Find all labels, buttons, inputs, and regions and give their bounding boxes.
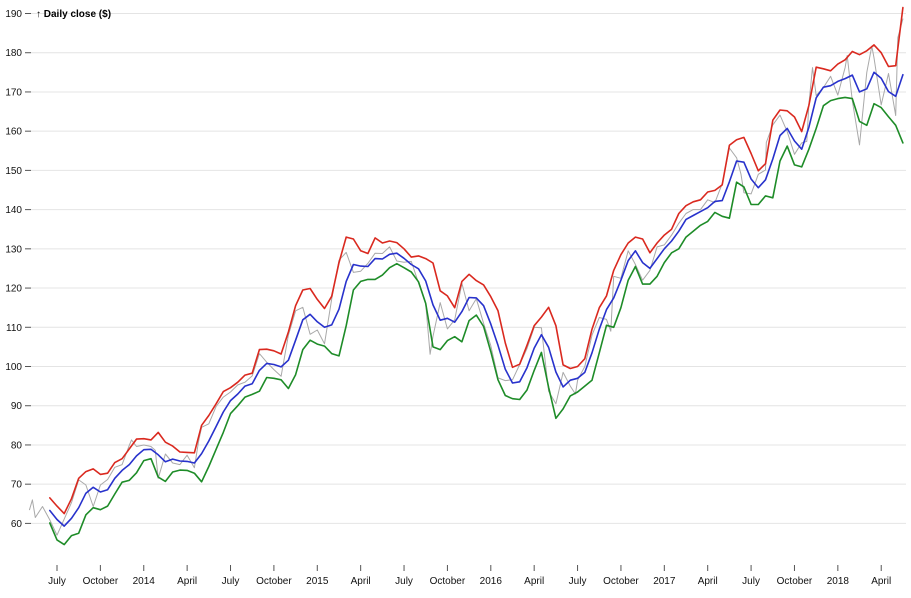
x-tick-label: 2014 <box>133 576 156 587</box>
middle-band-line <box>48 71 904 527</box>
y-tick-label: 170 <box>5 87 22 98</box>
x-tick-label: April <box>871 576 891 587</box>
x-tick-label: October <box>83 576 119 587</box>
y-axis-title: ↑ Daily close ($) <box>36 9 111 20</box>
x-tick-label: July <box>222 576 240 587</box>
x-tick-label: October <box>777 576 813 587</box>
x-tick-label: July <box>742 576 760 587</box>
x-tick-label: April <box>524 576 544 587</box>
y-axis: 60 70 80 90 100 110 120 130 140 150 160 170 180 190 <box>5 9 31 530</box>
series-lines <box>29 6 904 546</box>
x-tick-label: 2016 <box>480 576 503 587</box>
y-gridlines <box>31 13 906 524</box>
x-tick-label: 2017 <box>653 576 676 587</box>
y-tick-label: 130 <box>5 244 22 255</box>
x-tick-label: July <box>395 576 413 587</box>
y-tick-label: 190 <box>5 9 22 20</box>
y-tick-label: 180 <box>5 48 22 59</box>
x-tick-label: October <box>430 576 466 587</box>
lower-band-line <box>48 96 904 546</box>
y-tick-label: 100 <box>5 362 22 373</box>
x-tick-label: July <box>48 576 66 587</box>
y-tick-label: 110 <box>6 323 22 334</box>
y-tick-label: 70 <box>11 480 23 491</box>
y-tick-label: 60 <box>11 519 23 530</box>
x-tick-label: April <box>698 576 718 587</box>
y-tick-label: 160 <box>5 127 22 138</box>
x-tick-label: October <box>256 576 292 587</box>
upper-band-line <box>48 6 904 515</box>
x-tick-label: 2015 <box>306 576 329 587</box>
y-tick-label: 120 <box>5 284 22 295</box>
y-tick-label: 90 <box>11 401 23 412</box>
x-tick-label: July <box>569 576 587 587</box>
y-tick-label: 150 <box>5 166 22 177</box>
x-tick-label: 2018 <box>827 576 850 587</box>
x-axis: July October 2014 April July October 2015 April… <box>48 565 891 587</box>
daily-close-line <box>29 18 904 536</box>
y-tick-label: 140 <box>5 205 22 216</box>
x-tick-label: October <box>603 576 639 587</box>
y-tick-label: 80 <box>11 440 23 451</box>
x-tick-label: April <box>177 576 197 587</box>
x-tick-label: April <box>351 576 371 587</box>
